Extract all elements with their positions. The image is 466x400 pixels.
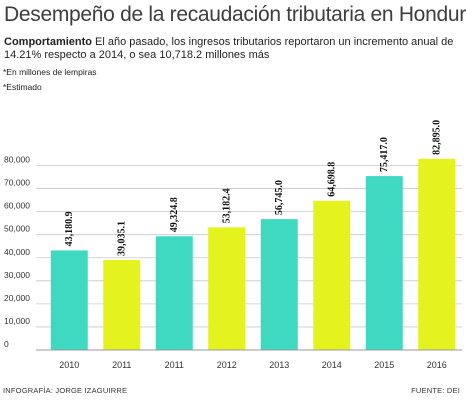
bar xyxy=(313,200,351,350)
y-tick-label: 80,000 xyxy=(4,155,30,165)
bar xyxy=(365,176,403,350)
bar-value-label: 39,035.1 xyxy=(117,221,128,256)
bar-value-label: 56,745.0 xyxy=(274,180,285,215)
bar-value-label: 64,698.8 xyxy=(327,162,338,197)
bar xyxy=(260,219,298,350)
y-tick-label: 50,000 xyxy=(4,224,30,234)
x-tick-label: 2015 xyxy=(374,360,394,370)
x-tick-label: 2012 xyxy=(217,360,237,370)
bar xyxy=(50,250,88,350)
estimate-note: *Estimado xyxy=(3,82,42,92)
units-note: *En millones de lempiras xyxy=(3,67,97,77)
y-tick-label: 70,000 xyxy=(4,178,30,188)
y-tick-label: 10,000 xyxy=(4,316,30,326)
y-tick-label: 40,000 xyxy=(4,247,30,257)
bar-value-label: 82,895.0 xyxy=(432,120,443,155)
x-tick-label: 2010 xyxy=(59,360,79,370)
x-tick-label: 2011 xyxy=(112,360,131,370)
subtitle-text: El año pasado, los ingresos tributarios … xyxy=(4,36,454,61)
x-tick-label: 2014 xyxy=(322,360,342,370)
chart-subtitle: Comportamiento El año pasado, los ingres… xyxy=(4,36,462,62)
bar xyxy=(155,236,193,350)
y-tick-label: 30,000 xyxy=(4,270,30,280)
bar-value-label: 75,417.0 xyxy=(379,137,390,172)
bar xyxy=(418,158,456,350)
y-tick-label: 20,000 xyxy=(4,293,30,303)
y-tick-label: 0 xyxy=(4,339,9,349)
x-tick-label: 2016 xyxy=(427,360,447,370)
bar xyxy=(208,227,246,350)
chart-title: Desempeño de la recaudación tributaria e… xyxy=(4,3,466,26)
bar xyxy=(103,259,141,350)
x-tick-label: 2013 xyxy=(269,360,289,370)
footer-source: FUENTE: DEI xyxy=(411,386,460,395)
y-tick-label: 60,000 xyxy=(4,201,30,211)
bar-value-label: 43,180.9 xyxy=(64,211,75,246)
bar-value-label: 53,182.4 xyxy=(222,188,233,223)
bar-value-label: 49,324.8 xyxy=(169,197,180,232)
footer-credit: INFOGRAFÍA: JORGE IZAGUIRRE xyxy=(3,386,128,395)
subtitle-bold: Comportamiento xyxy=(4,36,92,48)
x-tick-label: 2011 xyxy=(165,360,184,370)
